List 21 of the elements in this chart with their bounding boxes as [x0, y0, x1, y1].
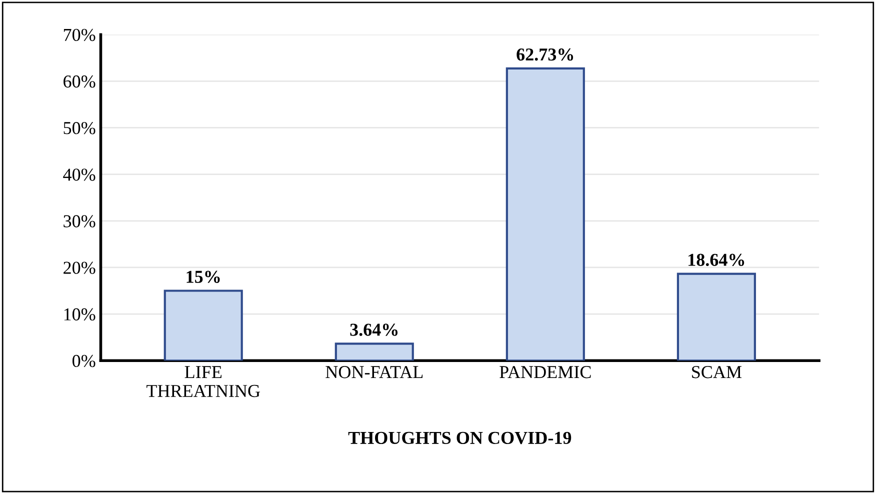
x-tick-label: SCAM	[692, 366, 742, 378]
x-tick-label: NON-FATAL	[326, 366, 423, 378]
y-tick-label: 70%	[64, 28, 96, 42]
x-tick-label: LIFE THREATNING	[146, 366, 260, 398]
data-label: 62.73%	[516, 48, 574, 61]
x-tick-label: PANDEMIC	[500, 366, 591, 378]
bar	[506, 67, 585, 361]
y-tick-label: 40%	[63, 168, 96, 181]
data-label: 3.64%	[350, 324, 398, 336]
y-tick-label: 50%	[64, 122, 96, 134]
y-tick-label: 30%	[64, 215, 96, 228]
y-tick-label: 10%	[64, 308, 96, 321]
x-axis-title: THOUGHTS ON COVID-19	[348, 432, 572, 444]
data-label: 15%	[186, 270, 220, 283]
data-label: 18.64%	[688, 254, 744, 266]
y-tick-label: 0%	[72, 354, 96, 368]
y-tick-label: 20%	[64, 262, 96, 274]
bar	[164, 290, 243, 361]
bar	[334, 342, 414, 361]
y-tick-label: 60%	[64, 75, 96, 88]
bar	[676, 272, 756, 361]
